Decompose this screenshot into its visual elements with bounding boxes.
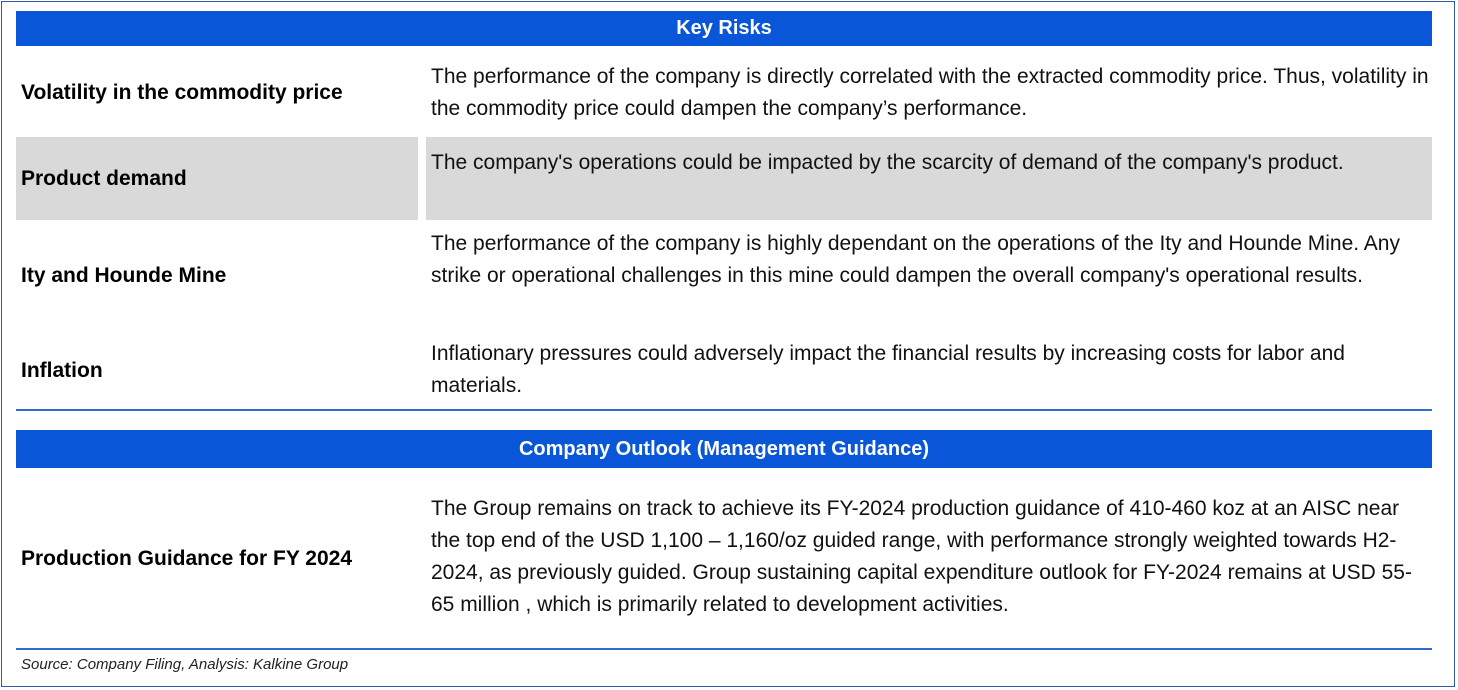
outlook-header: Company Outlook (Management Guidance) — [16, 430, 1432, 468]
risk-row-inflation: Inflation Inflationary pressures could a… — [16, 338, 1432, 404]
risk-label: Inflation — [21, 359, 103, 382]
outlook-description: The Group remains on track to achieve it… — [431, 497, 1412, 616]
risk-row-ity-hounde: Ity and Hounde Mine The performance of t… — [16, 227, 1432, 325]
risk-description: The performance of the company is highly… — [431, 232, 1400, 287]
risk-description: The performance of the company is direct… — [431, 65, 1429, 120]
risk-label: Ity and Hounde Mine — [21, 264, 227, 287]
risk-label: Volatility in the commodity price — [21, 81, 343, 104]
risk-row-commodity-price: Volatility in the commodity price The pe… — [16, 59, 1432, 127]
source-note: Source: Company Filing, Analysis: Kalkin… — [21, 656, 349, 673]
risk-description: The company's operations could be impact… — [426, 137, 1432, 220]
key-risks-header: Key Risks — [16, 11, 1432, 46]
risk-row-product-demand: Product demand The company's operations … — [16, 137, 1432, 220]
risk-label: Product demand — [16, 137, 418, 220]
outlook-row-production-guidance: Production Guidance for FY 2024 The Grou… — [16, 493, 1432, 625]
risk-description: Inflationary pressures could adversely i… — [431, 342, 1345, 397]
section-divider — [16, 409, 1432, 411]
outlook-label: Production Guidance for FY 2024 — [21, 547, 353, 570]
footer-divider — [16, 648, 1432, 650]
